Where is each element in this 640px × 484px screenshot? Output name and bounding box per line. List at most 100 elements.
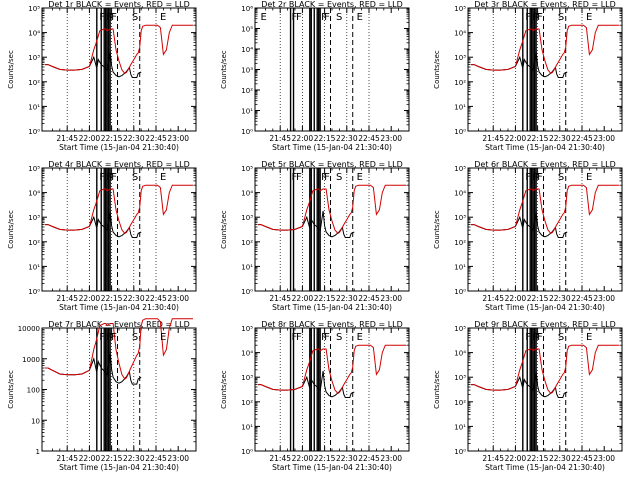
y-tick-label: 10³	[28, 214, 40, 222]
events-series-line	[45, 210, 142, 238]
marker-label: F	[296, 332, 302, 343]
x-tick-label: 23:00	[593, 294, 615, 303]
marker-label: F	[324, 332, 330, 343]
x-tick-label: 23:00	[593, 454, 615, 463]
x-tick-label: 21:45	[482, 294, 504, 303]
x-tick-label: 22:15	[101, 294, 123, 303]
marker-label: S	[558, 12, 564, 23]
y-tick-label: 10⁵	[454, 325, 466, 333]
marker-label: E	[357, 172, 363, 183]
x-axis-label: Start Time (15-Jan-04 21:30:40)	[485, 303, 605, 312]
y-axis-label: Counts/sec	[220, 50, 228, 89]
y-axis-label: Counts/sec	[220, 370, 228, 409]
marker-label: F	[110, 172, 116, 183]
panel-title: Det 1r BLACK = Events, RED = LLD	[48, 0, 190, 9]
y-tick-label: 10¹	[454, 263, 466, 271]
y-tick-label: 10⁰	[241, 448, 253, 456]
panel-title: Det 7r BLACK = Events, RED = LLD	[48, 320, 190, 329]
y-tick-label: 10⁴	[454, 190, 466, 198]
y-tick-label: 10³	[241, 214, 253, 222]
x-tick-label: 22:45	[358, 294, 380, 303]
y-tick-label: 10¹	[454, 423, 466, 431]
marker-label: E	[357, 12, 363, 23]
marker-label: F	[99, 332, 105, 343]
x-tick-label: 22:00	[505, 134, 527, 143]
y-tick-label: 10⁰	[241, 288, 253, 296]
y-tick-label: 10²	[241, 239, 253, 247]
x-tick-label: 22:00	[505, 454, 527, 463]
panel-title: Det 8r BLACK = Events, RED = LLD	[261, 320, 403, 329]
x-tick-label: 22:15	[527, 294, 549, 303]
x-tick-label: 23:00	[380, 134, 402, 143]
y-tick-label: 10³	[454, 374, 466, 382]
x-tick-label: 22:45	[358, 134, 380, 143]
lld-series-line	[471, 24, 619, 75]
x-tick-label: 21:45	[56, 294, 78, 303]
marker-label: F	[111, 172, 117, 183]
x-tick-label: 22:45	[571, 454, 593, 463]
x-tick-label: 22:15	[314, 454, 336, 463]
marker-label: F	[537, 12, 543, 23]
y-tick-label: 10⁰	[28, 128, 40, 136]
detector-panel-7: Det 7r BLACK = Events, RED = LLD 1 10 100 10…	[7, 318, 197, 472]
y-tick-label: 10¹	[28, 103, 40, 111]
marker-label: S	[558, 332, 564, 343]
y-tick-label: 10⁶	[241, 5, 253, 13]
y-tick-label: 10⁴	[28, 30, 40, 38]
marker-label: S	[336, 172, 342, 183]
marker-label: F	[292, 172, 298, 183]
events-series-line	[471, 370, 568, 398]
x-tick-label: 22:15	[101, 134, 123, 143]
x-tick-label: 22:15	[314, 134, 336, 143]
events-series-line	[258, 370, 355, 398]
x-tick-label: 23:00	[380, 454, 402, 463]
x-tick-label: 22:45	[145, 294, 167, 303]
marker-label: S	[336, 332, 342, 343]
panel-title: Det 9r BLACK = Events, RED = LLD	[474, 320, 616, 329]
panel-title: Det 6r BLACK = Events, RED = LLD	[474, 160, 616, 169]
y-tick-label: 10⁵	[241, 165, 253, 173]
marker-label: F	[296, 12, 302, 23]
marker-label: F	[324, 12, 330, 23]
y-tick-label: 10000	[18, 325, 40, 333]
x-tick-label: 22:00	[79, 134, 101, 143]
x-tick-label: 22:30	[336, 134, 358, 143]
y-tick-label: 1000	[22, 356, 40, 364]
plot-frame	[254, 7, 410, 132]
y-tick-label: 10⁰	[454, 288, 466, 296]
panel-title: Det 5r BLACK = Events, RED = LLD	[261, 160, 403, 169]
marker-label: F	[324, 172, 330, 183]
marker-label: F	[533, 172, 539, 183]
x-tick-label: 22:45	[571, 294, 593, 303]
y-tick-label: 10⁵	[454, 5, 466, 13]
x-axis-label: Start Time (15-Jan-04 21:30:40)	[59, 303, 179, 312]
y-tick-label: 10⁵	[28, 165, 40, 173]
detector-panel-3: Det 3r BLACK = Events, RED = LLD 10⁰ 10¹ 10…	[433, 0, 623, 152]
x-tick-label: 22:45	[571, 134, 593, 143]
y-tick-label: 10⁴	[241, 190, 253, 198]
y-tick-label: 10¹	[241, 263, 253, 271]
x-tick-label: 22:15	[101, 454, 123, 463]
x-tick-label: 22:00	[292, 134, 314, 143]
lld-series-line	[258, 184, 406, 235]
lld-series-line	[471, 344, 619, 395]
y-tick-label: 10⁰	[28, 288, 40, 296]
marker-label: F	[533, 12, 539, 23]
marker-label: F	[110, 12, 116, 23]
marker-label: E	[260, 12, 266, 23]
marker-label: S	[132, 332, 138, 343]
y-tick-label: 10⁵	[454, 165, 466, 173]
x-axis-label: Start Time (15-Jan-04 21:30:40)	[59, 463, 179, 472]
y-tick-label: 10¹	[28, 263, 40, 271]
marker-label: S	[336, 12, 342, 23]
x-tick-label: 21:45	[56, 134, 78, 143]
y-tick-label: 10³	[241, 67, 253, 75]
x-tick-label: 23:00	[593, 134, 615, 143]
marker-label: S	[558, 172, 564, 183]
y-tick-label: 10⁴	[454, 350, 466, 358]
y-tick-label: 10⁴	[241, 46, 253, 54]
marker-label: E	[586, 172, 592, 183]
y-tick-label: 10³	[241, 374, 253, 382]
marker-label: S	[132, 172, 138, 183]
